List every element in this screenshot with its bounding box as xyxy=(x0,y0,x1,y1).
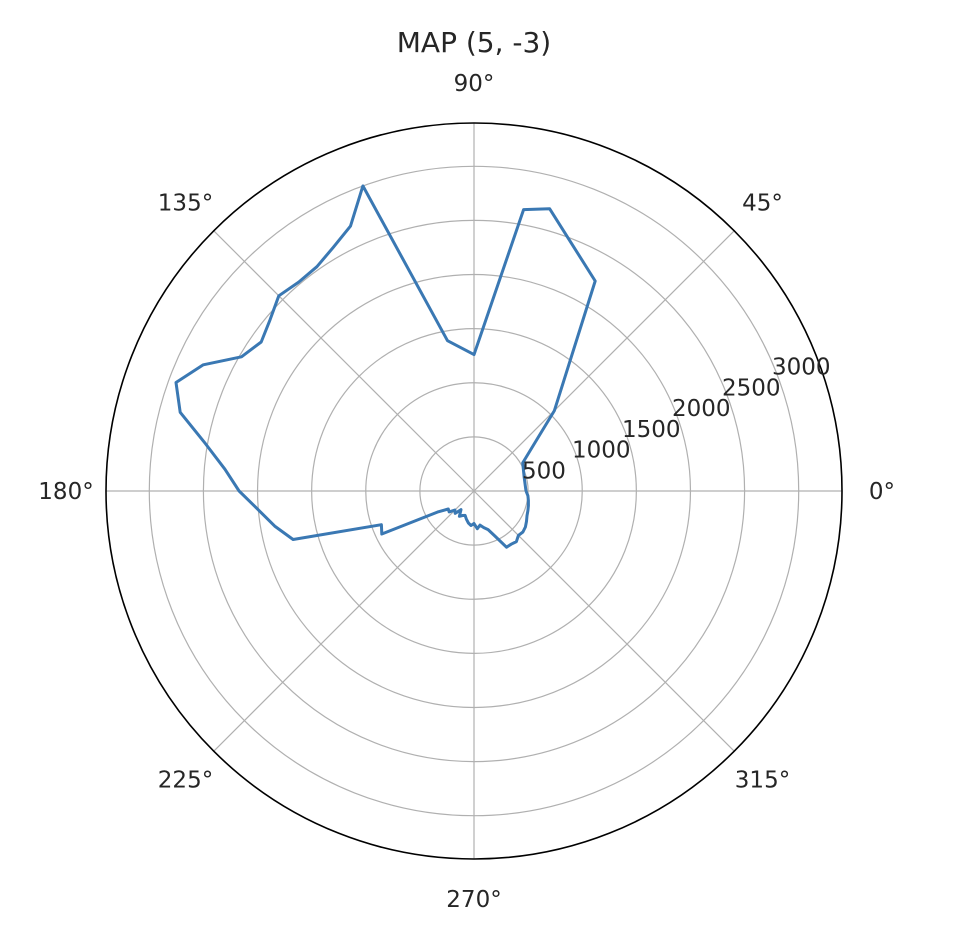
theta-tick-labels: 0° 45° 90° 135° 180° 225° 270° 315° xyxy=(38,71,895,913)
outer-ring-layer xyxy=(105,122,843,860)
grid-spoke-45 xyxy=(473,230,735,492)
theta-tick-label-315: 315° xyxy=(735,768,790,794)
theta-tick-label-270: 270° xyxy=(446,887,501,913)
theta-tick-label-135: 135° xyxy=(158,191,213,217)
grid-spoke-225 xyxy=(213,490,475,752)
theta-tick-label-45: 45° xyxy=(742,191,783,217)
theta-tick-label-0: 0° xyxy=(869,479,895,505)
polar-frame xyxy=(105,122,843,860)
angular-grid xyxy=(106,123,842,859)
r-tick-label-1000: 1000 xyxy=(572,438,631,464)
r-tick-label-500: 500 xyxy=(522,458,566,484)
theta-tick-label-225: 225° xyxy=(158,768,213,794)
r-tick-label-1500: 1500 xyxy=(622,417,681,443)
theta-tick-label-180: 180° xyxy=(38,479,93,505)
chart-title: MAP (5, -3) xyxy=(397,26,551,59)
r-tick-label-2500: 2500 xyxy=(722,376,781,402)
series-layer xyxy=(174,184,597,549)
r-tick-label-2000: 2000 xyxy=(672,396,731,422)
r-tick-label-3000: 3000 xyxy=(772,355,831,381)
theta-tick-label-90: 90° xyxy=(454,71,495,97)
series-line-0 xyxy=(174,184,597,549)
grid-spoke-135 xyxy=(213,230,475,492)
grid-spoke-315 xyxy=(473,490,735,752)
